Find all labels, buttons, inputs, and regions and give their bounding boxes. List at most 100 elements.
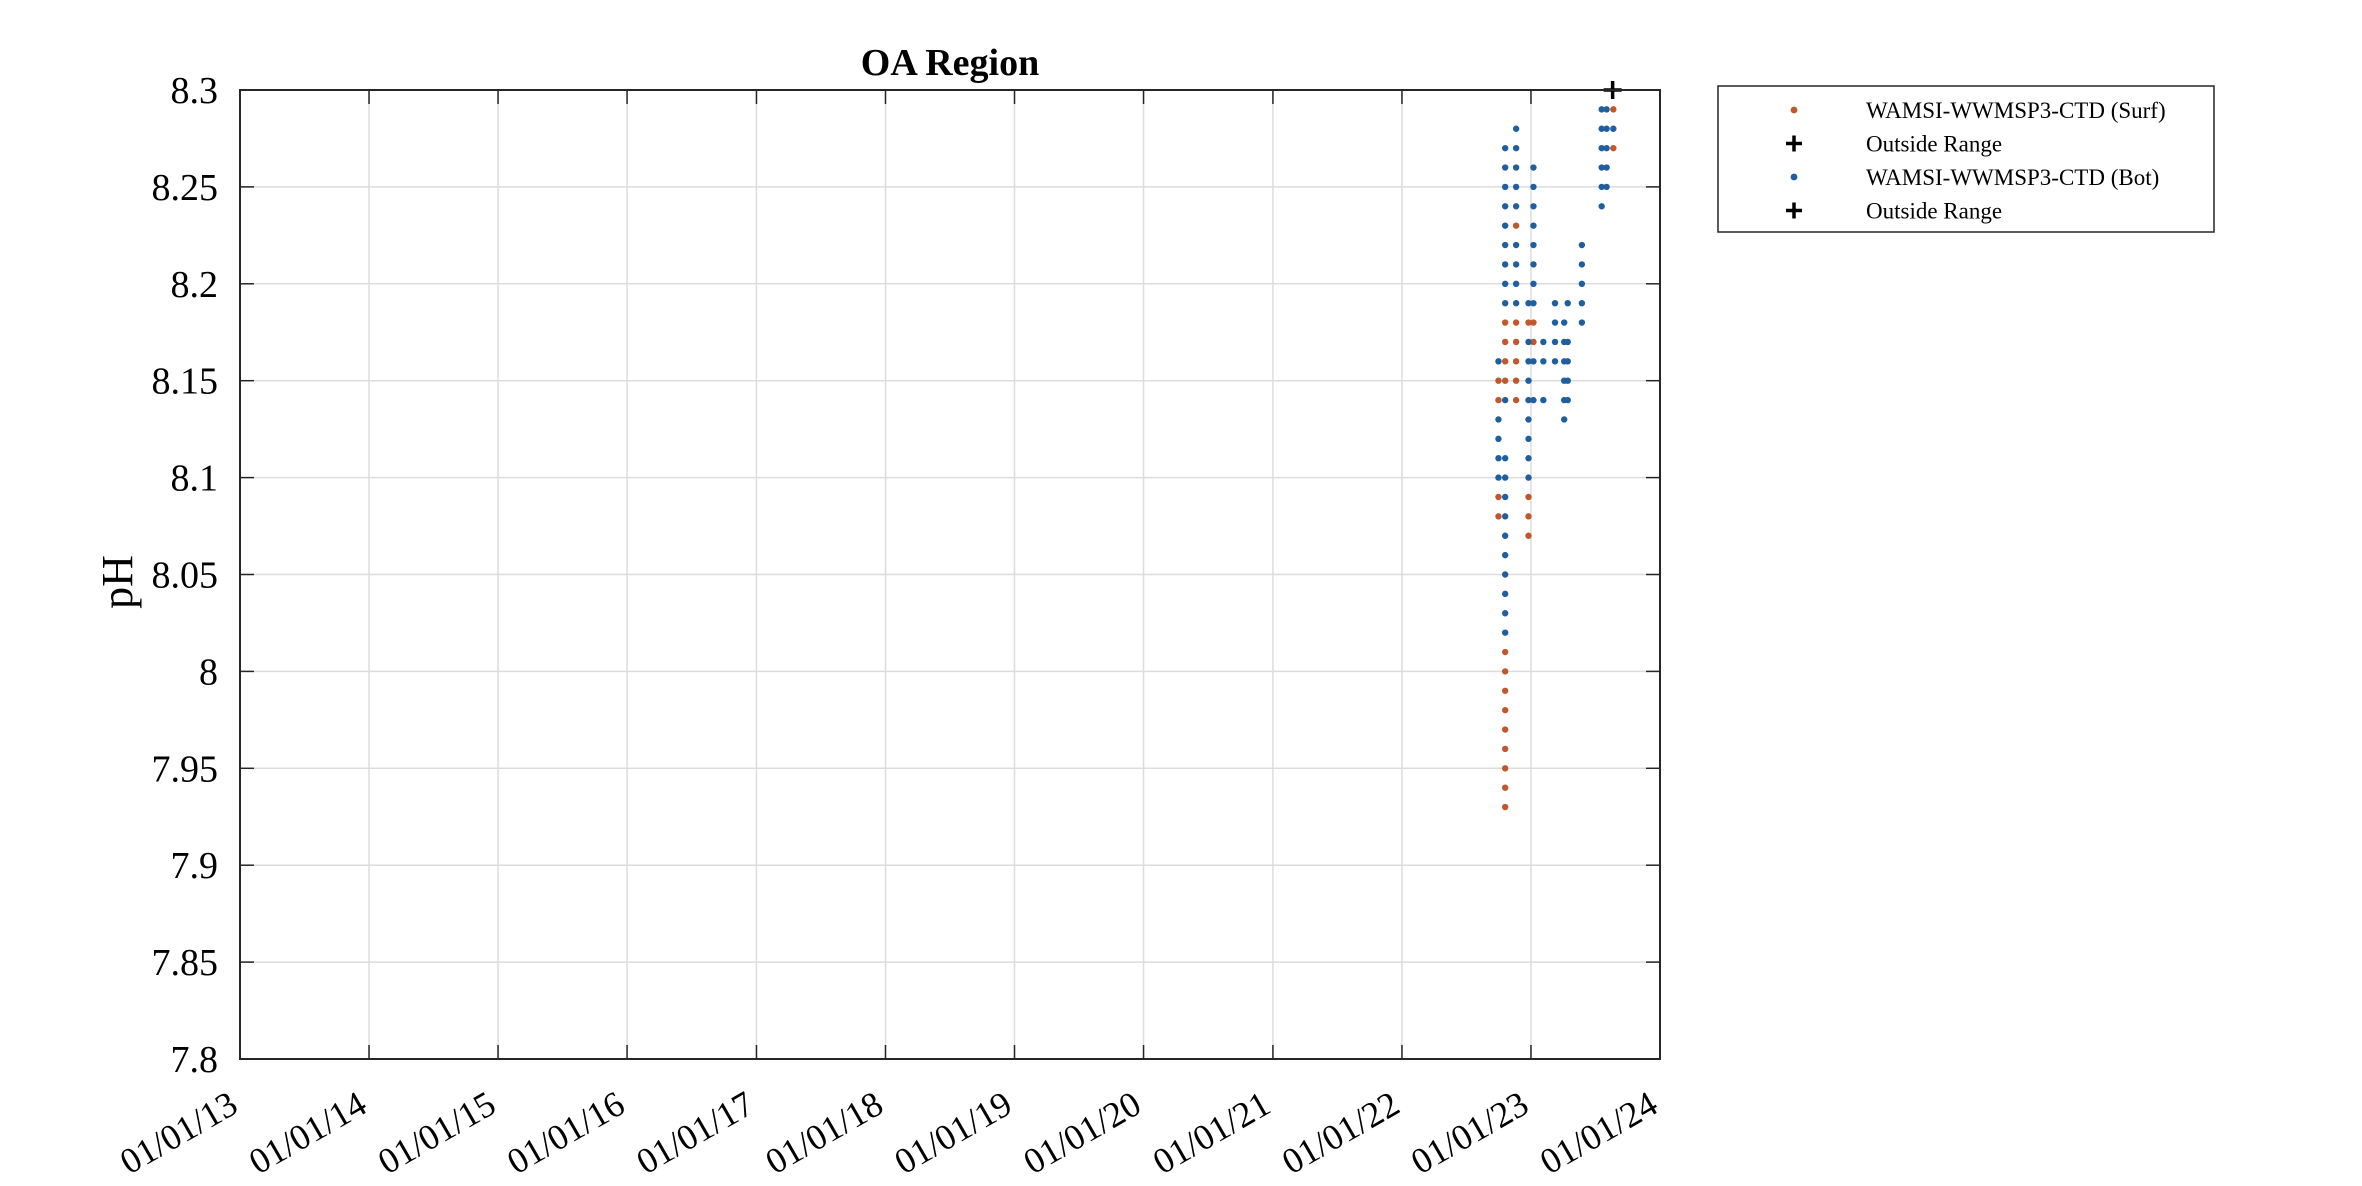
data-point-series-1 xyxy=(1603,106,1610,113)
data-point-series-1 xyxy=(1501,571,1509,578)
data-point-series-1 xyxy=(1501,164,1509,171)
data-point-series-0 xyxy=(1501,706,1509,714)
data-point-series-1 xyxy=(1501,493,1509,501)
y-tick-label: 8.25 xyxy=(152,167,219,209)
data-point-series-1 xyxy=(1501,222,1509,229)
data-point-series-1 xyxy=(1564,299,1571,307)
data-point-series-0 xyxy=(1495,396,1502,404)
data-point-series-0 xyxy=(1610,144,1617,152)
legend-marker-dot xyxy=(1790,173,1798,181)
data-point-series-0 xyxy=(1501,803,1509,811)
data-point-series-0 xyxy=(1512,377,1520,384)
data-point-series-0 xyxy=(1501,765,1509,772)
data-point-series-1 xyxy=(1525,338,1532,346)
data-point-series-1 xyxy=(1564,396,1571,404)
data-point-series-1 xyxy=(1501,299,1509,307)
data-point-series-1 xyxy=(1525,435,1532,443)
data-point-series-1 xyxy=(1525,358,1532,365)
data-point-series-1 xyxy=(1530,203,1537,210)
data-point-series-1 xyxy=(1495,455,1502,462)
data-point-series-0 xyxy=(1501,319,1509,326)
data-point-series-1 xyxy=(1512,241,1520,249)
data-point-series-0 xyxy=(1501,745,1509,753)
data-point-series-1 xyxy=(1501,532,1509,539)
data-point-series-0 xyxy=(1501,358,1509,365)
data-point-series-0 xyxy=(1530,338,1537,346)
y-tick-label: 7.95 xyxy=(152,748,219,790)
data-point-series-0 xyxy=(1610,106,1617,113)
data-point-series-1 xyxy=(1512,299,1520,307)
data-point-series-0 xyxy=(1525,513,1532,520)
data-point-series-1 xyxy=(1561,319,1568,326)
data-point-series-0 xyxy=(1512,338,1520,346)
data-point-series-1 xyxy=(1598,106,1605,113)
y-tick-label: 8.3 xyxy=(171,70,219,112)
data-point-series-1 xyxy=(1495,416,1502,423)
data-point-series-1 xyxy=(1525,455,1532,462)
data-point-series-1 xyxy=(1501,261,1509,268)
data-point-series-0 xyxy=(1525,493,1532,501)
data-point-series-0 xyxy=(1512,222,1520,229)
data-point-series-1 xyxy=(1530,396,1537,404)
data-point-series-0 xyxy=(1501,648,1509,656)
data-point-series-1 xyxy=(1561,416,1568,423)
data-point-series-1 xyxy=(1501,203,1509,210)
data-point-series-1 xyxy=(1598,203,1605,210)
data-point-series-1 xyxy=(1530,241,1537,249)
data-point-series-1 xyxy=(1610,125,1617,132)
legend-box xyxy=(1717,85,2215,233)
data-point-series-1 xyxy=(1501,241,1509,249)
data-point-series-1 xyxy=(1501,513,1509,520)
data-point-series-1 xyxy=(1551,319,1559,326)
data-point-series-1 xyxy=(1598,183,1605,191)
data-point-series-1 xyxy=(1598,164,1605,171)
data-point-series-1 xyxy=(1551,358,1559,365)
data-point-series-0 xyxy=(1501,338,1509,346)
data-point-series-1 xyxy=(1501,396,1509,404)
data-point-series-1 xyxy=(1495,358,1502,365)
data-point-series-1 xyxy=(1501,144,1509,152)
data-point-series-1 xyxy=(1530,222,1537,229)
data-point-series-1 xyxy=(1501,590,1509,598)
data-point-series-0 xyxy=(1501,784,1509,791)
data-point-series-1 xyxy=(1495,474,1502,481)
data-point-series-1 xyxy=(1525,416,1532,423)
data-point-series-1 xyxy=(1540,358,1547,365)
y-tick-label: 8.05 xyxy=(152,555,219,597)
data-point-series-1 xyxy=(1525,474,1532,481)
data-point-series-1 xyxy=(1603,183,1610,191)
y-tick-label: 8.1 xyxy=(171,458,219,500)
data-point-series-1 xyxy=(1530,299,1537,307)
data-point-series-1 xyxy=(1530,164,1537,171)
data-point-series-1 xyxy=(1512,164,1520,171)
data-point-series-1 xyxy=(1603,144,1610,152)
data-point-series-1 xyxy=(1501,474,1509,481)
data-point-series-1 xyxy=(1495,435,1502,443)
data-point-series-1 xyxy=(1564,338,1571,346)
data-point-series-1 xyxy=(1512,125,1520,132)
data-point-series-1 xyxy=(1564,377,1571,384)
data-point-series-1 xyxy=(1551,338,1559,346)
data-point-series-1 xyxy=(1512,183,1520,191)
y-tick-label: 8 xyxy=(199,651,218,693)
data-point-series-1 xyxy=(1578,241,1586,249)
data-point-series-0 xyxy=(1530,319,1537,326)
data-point-series-1 xyxy=(1512,203,1520,210)
data-point-series-1 xyxy=(1512,144,1520,152)
data-point-series-1 xyxy=(1525,377,1532,384)
y-tick-label: 7.8 xyxy=(171,1039,219,1081)
data-point-series-1 xyxy=(1525,299,1532,307)
data-point-series-1 xyxy=(1501,455,1509,462)
y-tick-label: 8.2 xyxy=(171,264,219,306)
data-point-series-1 xyxy=(1501,629,1509,636)
data-point-series-1 xyxy=(1578,299,1586,307)
data-point-series-0 xyxy=(1512,396,1520,404)
legend: WAMSI-WWMSP3-CTD (Surf) Outside Range WAMS… xyxy=(1717,85,2215,233)
legend-label: WAMSI-WWMSP3-CTD (Surf) xyxy=(1866,98,2166,123)
legend-label: WAMSI-WWMSP3-CTD (Bot) xyxy=(1866,165,2159,190)
y-tick-label: 7.85 xyxy=(152,942,219,984)
legend-label: Outside Range xyxy=(1866,132,2002,157)
data-point-series-1 xyxy=(1501,610,1509,617)
